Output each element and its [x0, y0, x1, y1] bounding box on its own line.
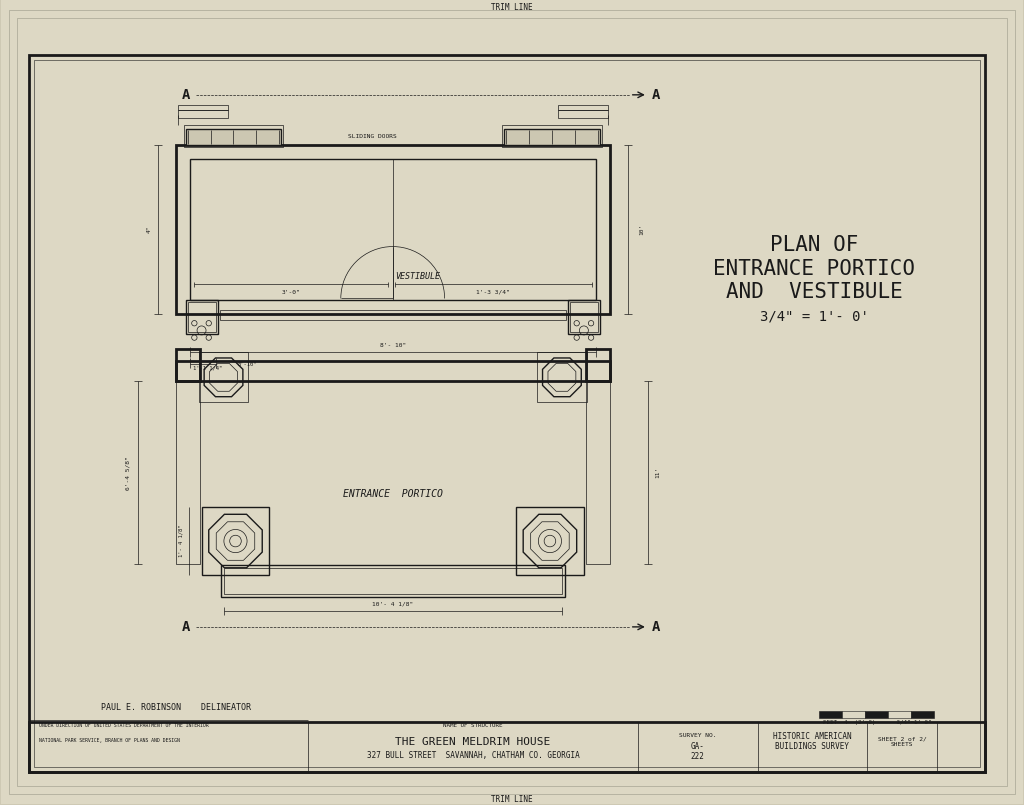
Bar: [516, 507, 584, 575]
Text: A: A: [181, 620, 189, 634]
Bar: [187, 303, 215, 332]
Text: A: A: [181, 88, 189, 101]
Text: PLAN OF: PLAN OF: [770, 234, 859, 254]
Text: 3/4" = 1'- 0': 3/4" = 1'- 0': [760, 309, 869, 324]
Text: VESTIBULE: VESTIBULE: [395, 272, 440, 281]
Bar: [558, 105, 608, 109]
Bar: [175, 349, 200, 382]
Text: 10': 10': [639, 224, 644, 235]
Bar: [29, 55, 985, 772]
Bar: [819, 711, 843, 718]
Bar: [183, 125, 284, 147]
Bar: [219, 311, 566, 320]
Text: 8'- 10": 8'- 10": [380, 343, 406, 348]
Bar: [199, 353, 249, 402]
Text: 8'-10": 8'-10": [238, 362, 257, 367]
Bar: [568, 300, 600, 334]
Text: SLIDING DOORS: SLIDING DOORS: [348, 134, 397, 139]
Text: TRIM LINE: TRIM LINE: [492, 795, 532, 804]
Bar: [504, 129, 600, 145]
Bar: [34, 60, 980, 766]
Bar: [175, 361, 610, 382]
Bar: [586, 382, 610, 564]
Text: 327 BULL STREET  SAVANNAH, CHATHAM CO. GEORGIA: 327 BULL STREET SAVANNAH, CHATHAM CO. GE…: [367, 751, 580, 760]
Text: 1'-1 1/4": 1'-1 1/4": [193, 365, 222, 371]
Bar: [586, 349, 610, 382]
Text: A: A: [651, 620, 659, 634]
Text: A: A: [651, 88, 659, 101]
Text: THE GREEN MELDRIM HOUSE: THE GREEN MELDRIM HOUSE: [395, 737, 551, 747]
Text: ENTRANCE PORTICO: ENTRANCE PORTICO: [714, 258, 915, 279]
Text: SURVEY NO.: SURVEY NO.: [679, 733, 717, 738]
Text: PAUL E. ROBINSON    DELINEATOR: PAUL E. ROBINSON DELINEATOR: [100, 704, 251, 712]
Text: SHEET 2 of 2/
SHEETS: SHEET 2 of 2/ SHEETS: [878, 737, 927, 747]
Bar: [185, 300, 217, 334]
Bar: [220, 565, 565, 597]
Bar: [223, 568, 562, 594]
Bar: [177, 109, 227, 118]
Text: 1'-3 3/4": 1'-3 3/4": [476, 290, 510, 295]
Text: 222: 222: [691, 752, 705, 762]
Text: 10'- 4 1/8": 10'- 4 1/8": [372, 601, 414, 606]
Bar: [843, 711, 865, 718]
Bar: [911, 711, 934, 718]
Text: 6'-4 5/8": 6'-4 5/8": [125, 456, 130, 489]
Bar: [175, 382, 200, 564]
Bar: [570, 303, 598, 332]
Bar: [185, 129, 282, 145]
Bar: [175, 145, 610, 315]
Text: 1'- 4 1/8": 1'- 4 1/8": [178, 525, 183, 557]
Bar: [865, 711, 889, 718]
Text: NATIONAL PARK SERVICE, BRANCH OF PLANS AND DESIGN: NATIONAL PARK SERVICE, BRANCH OF PLANS A…: [39, 738, 179, 743]
Bar: [537, 353, 587, 402]
Text: 4": 4": [147, 226, 153, 233]
Text: FEET  4  (2'=0)      3/4"=1'-0": FEET 4 (2'=0) 3/4"=1'-0": [822, 720, 931, 725]
Bar: [177, 105, 227, 109]
Text: TRIM LINE: TRIM LINE: [492, 3, 532, 13]
Text: AND  VESTIBULE: AND VESTIBULE: [726, 283, 903, 303]
Bar: [202, 507, 269, 575]
Bar: [189, 159, 596, 300]
Text: HISTORIC AMERICAN
BUILDINGS SURVEY: HISTORIC AMERICAN BUILDINGS SURVEY: [773, 732, 852, 751]
Bar: [889, 711, 911, 718]
Text: 3'-0": 3'-0": [282, 290, 300, 295]
Bar: [29, 722, 985, 772]
Bar: [558, 109, 608, 118]
Text: ENTRANCE  PORTICO: ENTRANCE PORTICO: [343, 489, 442, 499]
Text: 11': 11': [655, 467, 660, 478]
Text: NAME OF STRUCTURE: NAME OF STRUCTURE: [443, 723, 503, 729]
Bar: [502, 125, 602, 147]
Text: GA-: GA-: [691, 742, 705, 751]
Text: UNDER DIRECTION OF UNITED STATES DEPARTMENT OF THE INTERIOR: UNDER DIRECTION OF UNITED STATES DEPARTM…: [39, 723, 209, 729]
